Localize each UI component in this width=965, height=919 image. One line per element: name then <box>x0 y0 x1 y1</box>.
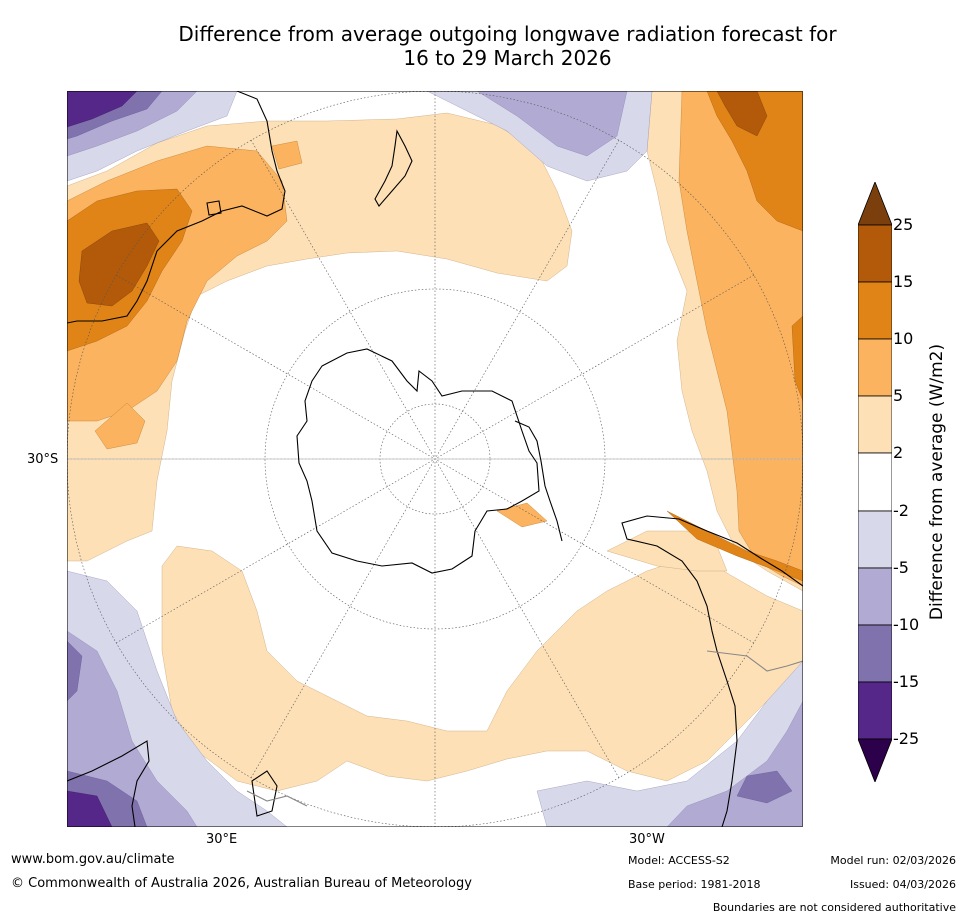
footer-disclaimer: Boundaries are not considered authoritat… <box>712 901 956 914</box>
title-line-2: 16 to 29 March 2026 <box>403 46 612 70</box>
anomaly-5-10-patch-nz <box>271 140 303 170</box>
colorbar-tick-15: 15 <box>893 272 914 291</box>
colorbar-tick-5: 5 <box>893 386 904 405</box>
colorbar-tick-25: 25 <box>893 215 914 234</box>
colorbar-neg2-2 <box>858 452 892 512</box>
lat-label-30s: 30°S <box>27 452 59 467</box>
australia-coast <box>67 91 286 324</box>
antarctica-coast <box>296 348 540 574</box>
anomaly-15-25-right <box>716 91 768 137</box>
africa-coast <box>67 740 150 827</box>
anomaly-neg-5-10-top <box>476 91 628 157</box>
colorbar-neg25-neg15 <box>858 681 892 740</box>
south-america-coast <box>621 515 803 827</box>
colorbar-tick-neg10: -10 <box>893 615 920 634</box>
colorbar-neg15-neg10 <box>858 624 892 683</box>
anomaly-5-10-patch-indian <box>94 402 146 450</box>
footer-base-period: Base period: 1981-2018 <box>628 878 761 891</box>
colorbar-extend-bottom <box>858 738 892 782</box>
tasmania <box>206 200 222 216</box>
chart-title: Difference from average outgoing longwav… <box>60 22 955 70</box>
antarctic-peninsula <box>514 420 563 542</box>
footer-copyright: © Commonwealth of Australia 2026, Austra… <box>11 876 472 891</box>
colorbar-5-10 <box>858 338 892 397</box>
anomaly-neg-15-25-bottomleft <box>67 790 113 827</box>
new-zealand <box>374 129 413 207</box>
lon-label-30e: 30°E <box>206 832 238 847</box>
coastlines <box>67 91 803 827</box>
footer-model: Model: ACCESS-S2 <box>628 854 730 867</box>
footer-issued: Issued: 04/03/2026 <box>849 878 956 891</box>
colorbar-extend-top <box>858 182 892 226</box>
map-frame <box>67 91 803 827</box>
colorbar-neg5-neg2 <box>858 510 892 569</box>
colorbar <box>858 182 892 782</box>
colorbar-15-25 <box>858 224 892 283</box>
anomaly-neg-10-15-bottomleft <box>67 640 148 827</box>
colorbar-2-5 <box>858 395 892 454</box>
anomaly-10-15-right <box>706 91 803 232</box>
colorbar-tick-neg15: -15 <box>893 672 920 691</box>
footer-model-run: Model run: 02/03/2026 <box>830 854 956 867</box>
anomaly-5-10-patch-peninsula <box>496 502 548 528</box>
colorbar-10-15 <box>858 281 892 340</box>
madagascar <box>251 770 278 817</box>
colorbar-tick-2: 2 <box>893 443 904 462</box>
colorbar-tick-neg25: -25 <box>893 729 920 748</box>
colorbar-label: Difference from average (W/m2) <box>927 343 947 621</box>
colorbar-neg10-neg5 <box>858 567 892 626</box>
colorbar-tick-neg2: -2 <box>893 501 909 520</box>
polar-map <box>67 91 803 827</box>
anomaly-2-5-lower <box>161 545 803 792</box>
anomaly-neg-10-15-bottomright <box>736 770 793 804</box>
colorbar-tick-10: 10 <box>893 329 914 348</box>
anomaly-10-15-right-edge <box>791 315 803 402</box>
political-boundaries <box>246 650 803 807</box>
colorbar-tick-neg5: -5 <box>893 558 909 577</box>
lon-label-30w: 30°W <box>629 832 665 847</box>
anomaly-neg-5-10-bottomleft <box>67 630 198 827</box>
title-line-1: Difference from average outgoing longwav… <box>178 22 837 46</box>
anomaly-15-25-australia <box>78 222 160 307</box>
anomaly-neg-15-25-topleft <box>67 91 138 128</box>
footer-url[interactable]: www.bom.gov.au/climate <box>11 852 175 867</box>
